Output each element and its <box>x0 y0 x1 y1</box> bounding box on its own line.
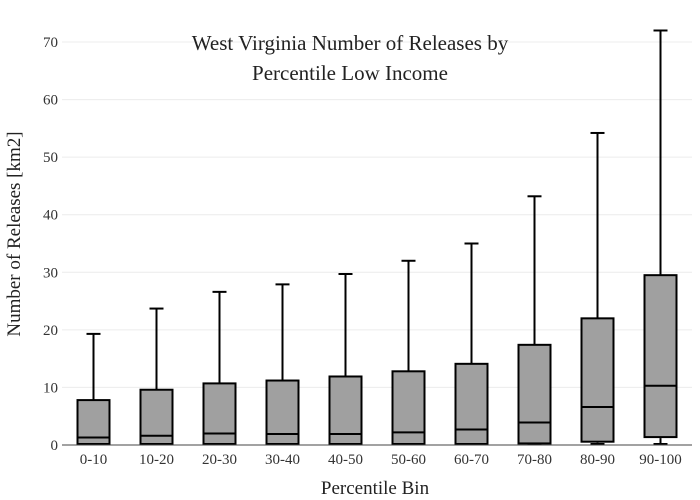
x-tick-label: 0-10 <box>80 452 108 468</box>
y-tick-labels: 0 10 20 30 40 50 60 70 <box>43 35 58 454</box>
box-50-60 <box>391 259 426 445</box>
y-tick-label: 40 <box>43 208 58 224</box>
box-20-30 <box>202 290 237 445</box>
box-80-90 <box>580 131 615 445</box>
x-tick-label: 20-30 <box>202 452 237 468</box>
y-tick-label: 0 <box>51 438 59 454</box>
x-tick-label: 80-90 <box>580 452 615 468</box>
chart-title-line-1: West Virginia Number of Releases by <box>192 31 509 55</box>
box-iqr <box>328 375 363 445</box>
box-series <box>76 29 678 446</box>
box-iqr <box>517 343 552 445</box>
box-iqr <box>454 362 489 445</box>
x-tick-label: 30-40 <box>265 452 300 468</box>
y-tick-label: 60 <box>43 93 58 109</box>
box-70-80 <box>517 195 552 445</box>
x-tick-label: 40-50 <box>328 452 363 468</box>
box-30-40 <box>265 283 300 445</box>
y-tick-label: 70 <box>43 35 58 51</box>
box-10-20 <box>139 307 174 445</box>
x-tick-label: 50-60 <box>391 452 426 468</box>
chart-title-line-2: Percentile Low Income <box>252 61 448 85</box>
box-60-70 <box>454 242 489 445</box>
box-iqr <box>643 274 678 439</box>
y-axis-title: Number of Releases [km2] <box>4 131 25 336</box>
box-90-100 <box>643 29 678 445</box>
box-40-50 <box>328 273 363 445</box>
x-tick-label: 60-70 <box>454 452 489 468</box>
box-iqr <box>580 317 615 443</box>
y-tick-label: 30 <box>43 265 58 281</box>
y-tick-label: 20 <box>43 323 58 339</box>
y-tick-label: 50 <box>43 150 58 166</box>
box-iqr <box>202 382 237 445</box>
grid-lines <box>62 41 692 388</box>
x-axis-title: Percentile Bin <box>321 478 430 499</box>
x-tick-label: 10-20 <box>139 452 174 468</box>
x-tick-label: 90-100 <box>639 452 682 468</box>
box-0-10 <box>76 332 111 446</box>
x-tick-labels: 0-10 10-20 20-30 30-40 40-50 50-60 60-70 70-80 8… <box>80 452 682 468</box>
y-tick-label: 10 <box>43 380 58 396</box>
x-tick-label: 70-80 <box>517 452 552 468</box>
